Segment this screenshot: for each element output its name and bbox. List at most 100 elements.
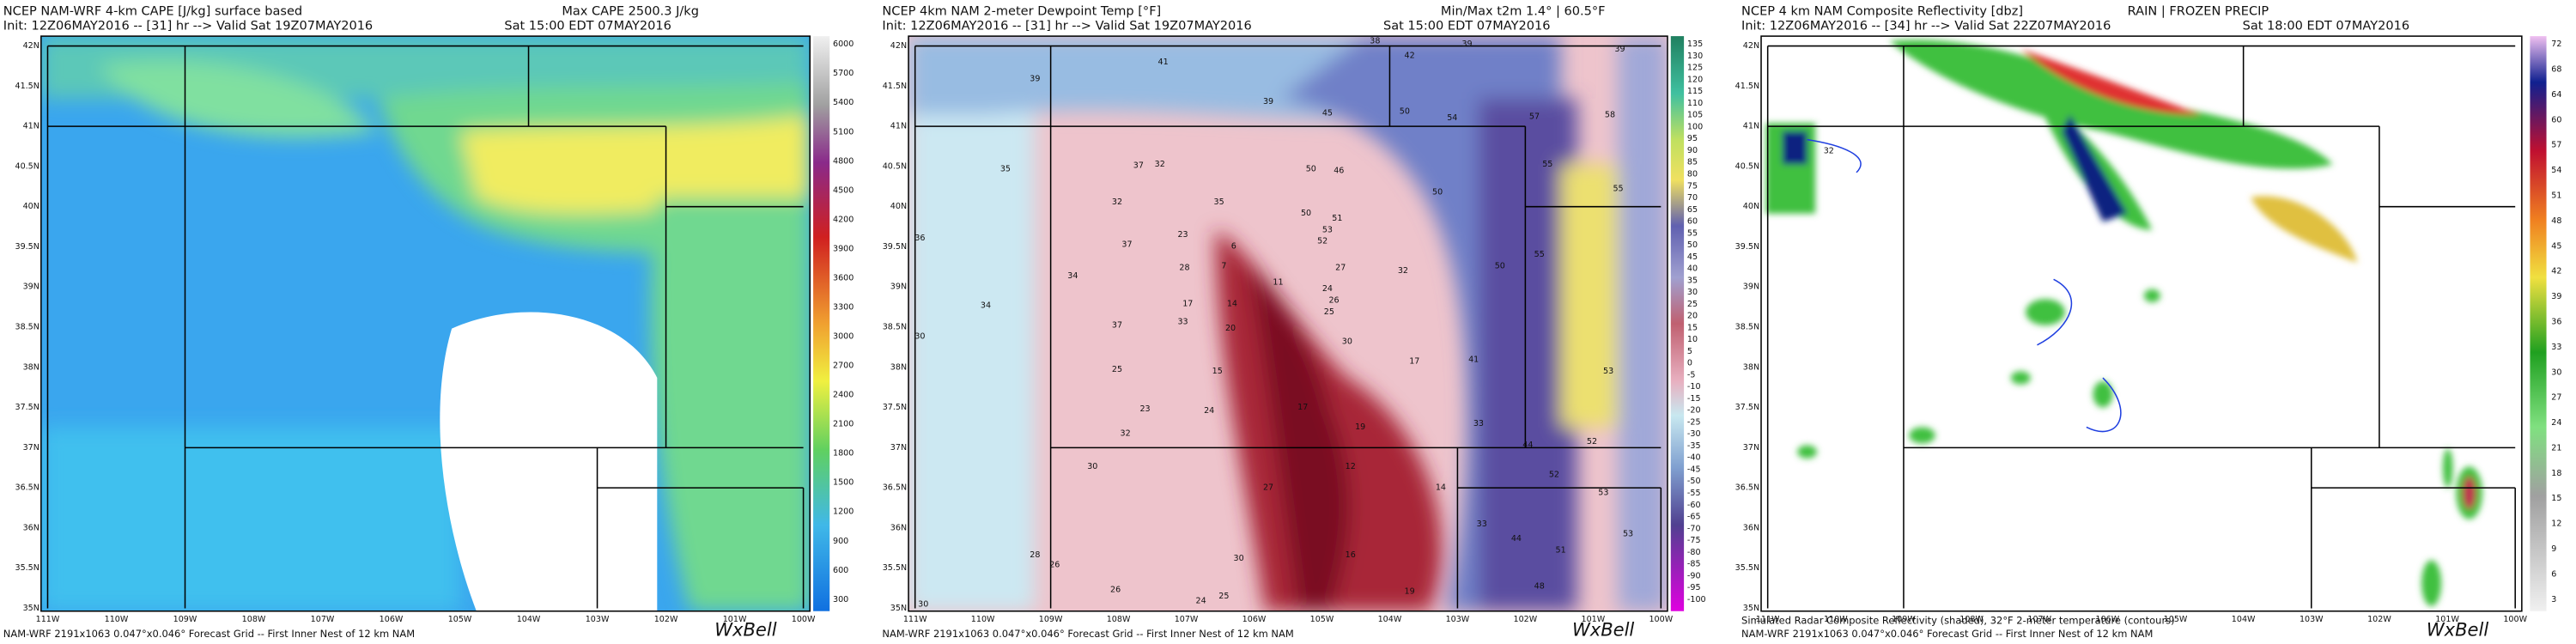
colorbar-label: 21: [2551, 443, 2561, 453]
colorbar-label: 39: [2551, 292, 2561, 301]
dewpoint-label: 53: [1598, 488, 1608, 497]
footer: NAM-WRF 2191x1063 0.047°x0.046° Forecast…: [1741, 628, 2153, 640]
dewpoint-label: 41: [1468, 355, 1479, 365]
lat-label: 39.5N: [883, 242, 907, 252]
dewpoint-label: 48: [1534, 582, 1545, 592]
dewpoint-label: 30: [1087, 462, 1097, 471]
lat-label: 38N: [890, 362, 907, 372]
lat-label: 37N: [23, 443, 39, 453]
dewpoint-label: 32: [1112, 197, 1122, 207]
panel-title: NCEP 4km NAM 2-meter Dewpoint Temp [°F]: [882, 4, 1161, 18]
colorbar-label: 57: [2551, 141, 2561, 150]
colorbar-label: 4500: [833, 185, 854, 195]
dewpoint-label: 50: [1301, 209, 1311, 218]
colorbar-label: 900: [833, 537, 848, 546]
lat-label: 37N: [1743, 443, 1759, 453]
dewpoint-label: 33: [1473, 419, 1484, 428]
field-note: Max CAPE 2500.3 J/kg: [562, 4, 699, 18]
colorbar: [2530, 36, 2547, 611]
lon-label: 109W: [1892, 615, 1916, 624]
lat-label: 39N: [890, 283, 907, 292]
dewpoint-label: 39: [1461, 39, 1472, 49]
lon-label: 108W: [242, 615, 266, 624]
colorbar-label: 12: [2551, 519, 2561, 529]
dewpoint-label: 45: [1322, 109, 1333, 118]
init-time: Init: 12Z06MAY2016 -- [31] hr --> Valid …: [882, 20, 1251, 33]
dewpoint-label: 34: [1067, 271, 1078, 281]
dewpoint-label: 37: [1133, 161, 1144, 171]
colorbar: [813, 36, 830, 611]
precip-types: RAIN | FROZEN PRECIP: [2128, 4, 2269, 18]
footer-overlay: Simulated Radar Composite Reflectivity (…: [1741, 615, 2175, 627]
dewpoint-label: 27: [1263, 483, 1273, 493]
dewpoint-label: 20: [1225, 324, 1236, 333]
colorbar-label: 300: [833, 595, 848, 605]
colorbar-label: -10: [1687, 382, 1701, 392]
dewpoint-label: 50: [1432, 187, 1443, 197]
dewpoint-label: 52: [1549, 470, 1559, 479]
lat-label: 41N: [890, 122, 907, 131]
dewpoint-label: 35: [1214, 197, 1224, 207]
dewpoint-label: 52: [1317, 237, 1327, 246]
lat-label: 37N: [890, 443, 907, 453]
colorbar-label: 24: [2551, 418, 2561, 428]
colorbar-label: 33: [2551, 343, 2561, 352]
colorbar-label: 3600: [833, 273, 854, 283]
lat-label: 39N: [23, 283, 39, 292]
dewpoint-label: 32: [1121, 429, 1131, 439]
lon-label: 106W: [2096, 615, 2120, 624]
colorbar-label: 3300: [833, 302, 854, 312]
lat-label: 35.5N: [15, 563, 39, 573]
dewpoint-label: 30: [1234, 554, 1244, 563]
colorbar-label: 85: [1687, 158, 1698, 167]
lat-label: 40N: [1743, 202, 1759, 211]
dewpoint-label: 39: [1614, 45, 1625, 54]
dewpoint-label: 14: [1227, 299, 1237, 308]
dewpoint-label: 32: [1155, 160, 1165, 169]
colorbar-label: 10: [1687, 335, 1698, 344]
dewpoint-label: 30: [1342, 337, 1352, 346]
state-borders: [46, 45, 2516, 609]
lon-label: 101W: [1582, 615, 1606, 624]
colorbar-label: 60: [2551, 115, 2561, 125]
colorbar-label: 20: [1687, 312, 1698, 321]
lon-label: 101W: [2435, 615, 2459, 624]
dewpoint-label: 50: [1306, 165, 1316, 174]
dewpoint-label: 51: [1332, 214, 1342, 223]
lat-label: 37.5N: [1735, 403, 1759, 412]
colorbar-label: 135: [1687, 39, 1703, 49]
lon-label: 101W: [723, 615, 747, 624]
colorbar-label: 75: [1687, 181, 1698, 191]
dewpoint-label: 53: [1603, 367, 1613, 376]
dewpoint-label: 37: [1112, 320, 1122, 330]
lon-label: 110W: [105, 615, 129, 624]
dewpoint-label: 24: [1322, 284, 1333, 294]
lat-label: 39N: [1743, 283, 1759, 292]
dewpoint-label: 37: [1121, 240, 1132, 250]
lon-label: 106W: [380, 615, 404, 624]
dewpoint-label: 50: [1495, 261, 1505, 270]
dewpoint-label: 39: [1263, 97, 1273, 106]
dewpoint-label: 53: [1322, 225, 1333, 234]
dewpoint-label: 55: [1542, 160, 1552, 169]
lon-label: 108W: [1107, 615, 1131, 624]
colorbar-label: -65: [1687, 513, 1701, 522]
colorbar-label: 5: [1687, 347, 1692, 356]
dewpoint-label: 23: [1177, 230, 1188, 240]
lon-label: 107W: [2027, 615, 2051, 624]
colorbar-label: -45: [1687, 465, 1701, 474]
lat-label: 36N: [890, 523, 907, 532]
dewpoint-label: 46: [1334, 166, 1344, 175]
dewpoint-label: 24: [1204, 406, 1214, 416]
colorbar-label: 35: [1687, 276, 1698, 285]
dewpoint-label: 14: [1436, 483, 1446, 493]
dewpoint-label: 17: [1409, 356, 1419, 366]
colorbar-label: 3000: [833, 332, 854, 342]
dewpoint-label: 26: [1328, 296, 1339, 306]
local-time: Sat 15:00 EDT 07MAY2016: [504, 20, 671, 33]
dewpoint-label: 30: [918, 600, 928, 610]
colorbar-label: 48: [2551, 216, 2561, 226]
colorbar-label: 5700: [833, 69, 854, 78]
colorbar-label: 5400: [833, 98, 854, 107]
